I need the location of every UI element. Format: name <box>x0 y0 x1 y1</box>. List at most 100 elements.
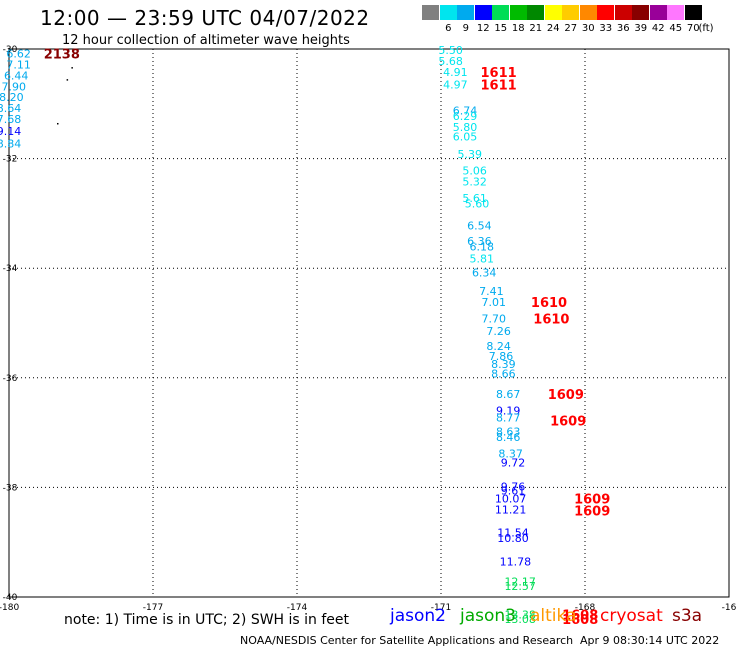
pass-time-label: 1611 <box>481 66 517 81</box>
legend-swatch <box>509 5 527 20</box>
legend-swatch <box>614 5 632 20</box>
lon-tick-label: -180 <box>0 603 19 613</box>
lat-tick-label: -32 <box>3 155 18 165</box>
legend-swatch <box>562 5 579 20</box>
wave-height-label: 6.34 <box>472 267 497 280</box>
legend-label: 9 <box>462 23 469 34</box>
pass-time-label: 1609 <box>574 492 610 507</box>
legend-label: 33 <box>599 23 613 34</box>
legend-label: 21 <box>529 23 543 34</box>
wave-height-label: 5.06 <box>462 165 487 178</box>
lat-tick-label: -38 <box>3 483 18 493</box>
wave-height-label: 6.18 <box>470 240 495 253</box>
wave-height-label: 8.67 <box>496 388 521 401</box>
wave-height-label: 7.41 <box>479 285 504 298</box>
legend-swatch <box>684 5 702 20</box>
wave-height-label: 13.08 <box>504 613 536 626</box>
legend-swatch <box>492 5 509 20</box>
wave-height-label: 8.66 <box>491 367 516 380</box>
graticule <box>9 49 729 597</box>
wave-height-label: 5.50 <box>438 44 463 57</box>
legend-swatch <box>667 5 684 20</box>
wave-height-label: 10.80 <box>497 532 529 545</box>
lon-tick-label: -16 <box>722 603 737 613</box>
wave-height-label: 8.20 <box>0 91 24 104</box>
legend-label: 24 <box>546 23 560 34</box>
wave-height-label: 8.39 <box>491 358 516 371</box>
legend-swatch <box>544 5 562 20</box>
wave-height-label: 5.60 <box>465 198 490 211</box>
wave-height-label: 6.36 <box>467 235 492 248</box>
track-dot <box>57 122 59 125</box>
latitude-labels: -30 -32 -34 -36 -38 -40 <box>3 45 18 603</box>
lon-tick-label: -174 <box>287 603 308 613</box>
legend-swatch <box>527 5 544 20</box>
wave-height-label: 12.57 <box>504 580 536 593</box>
wave-height-label: 7.70 <box>482 313 507 326</box>
wave-height-label: 7.68 <box>0 113 21 126</box>
legend-swatch <box>632 5 649 20</box>
wave-height-label: 7.11 <box>6 58 31 71</box>
wave-height-labels: 6.627.116.447.908.208.647.689.148.84 5.50… <box>0 44 536 626</box>
lat-tick-label: -36 <box>3 374 18 384</box>
legend-label: 70 <box>686 23 700 34</box>
wave-height-label: 8.63 <box>496 426 521 439</box>
wave-height-label: 8.37 <box>498 447 523 460</box>
wave-height-label: 9.19 <box>496 405 521 418</box>
legend-label: 15 <box>494 23 508 34</box>
legend-label: 45 <box>669 23 683 34</box>
wave-height-label: 12.17 <box>504 576 536 589</box>
legend-swatch <box>457 5 474 20</box>
wave-height-label: 8.77 <box>496 411 521 424</box>
pass-time-label: 2138 <box>44 47 80 62</box>
lat-tick-label: -40 <box>3 593 18 603</box>
wave-height-label: 6.05 <box>453 131 478 144</box>
footer-timestamp: Apr 9 08:30:14 UTC 2022 <box>580 634 720 647</box>
wave-height-label: 8.24 <box>486 340 511 353</box>
wave-height-label: 5.68 <box>438 55 463 68</box>
wave-height-label: 6.74 <box>453 104 478 117</box>
legend-swatch <box>474 5 492 20</box>
wave-height-label: 7.90 <box>2 80 27 93</box>
wave-height-label: 7.01 <box>482 296 507 309</box>
pass-time-label: 1609 <box>548 388 584 403</box>
legend-swatch <box>649 5 667 20</box>
track-dot <box>71 67 73 69</box>
pass-time-label: 1610 <box>531 296 567 311</box>
wave-height-label: 11.54 <box>497 526 529 539</box>
footer-credit: NOAA/NESDIS Center for Satellite Applica… <box>240 634 574 647</box>
legend-swatch <box>579 5 597 20</box>
wave-height-label: 8.64 <box>0 102 21 115</box>
longitude-labels: -180 -177 -174 -171 -168 -16 <box>0 603 737 613</box>
satellite-altika: altika <box>530 606 577 626</box>
wave-height-label: 6.54 <box>467 219 492 232</box>
wave-height-label: 9.61 <box>501 485 526 498</box>
wave-height-label: 4.91 <box>443 66 468 79</box>
wave-height-label: 7.26 <box>486 325 511 338</box>
wave-height-label: 9.72 <box>501 457 526 470</box>
pass-time-label: 1609 <box>574 504 610 519</box>
track-dot <box>66 79 69 81</box>
wave-height-label: 5.81 <box>470 252 495 265</box>
lon-tick-label: -168 <box>575 603 596 613</box>
wave-height-label: 9.14 <box>0 125 21 138</box>
pass-time-label: 1610 <box>533 313 569 328</box>
wave-height-label: 7.86 <box>489 350 514 363</box>
legend-swatch <box>422 5 439 20</box>
wave-height-label: 11.21 <box>495 503 527 516</box>
track-dots <box>57 67 73 125</box>
legend-swatch <box>597 5 614 20</box>
wave-height-label: 6.44 <box>4 69 29 82</box>
legend-label: 27 <box>564 23 578 34</box>
wave-height-label: 9.76 <box>501 480 526 493</box>
pass-time-labels: 2138161116111610161016091609160916091608… <box>44 47 611 628</box>
legend-swatch <box>439 5 457 20</box>
legend-label: 18 <box>511 23 525 34</box>
wave-height-label: 5.39 <box>458 148 483 161</box>
wave-height-label: 5.61 <box>462 192 487 205</box>
lon-tick-label: -171 <box>431 603 451 613</box>
lat-tick-label: -30 <box>3 45 18 55</box>
legend-unit: (ft) <box>698 23 714 34</box>
legend-label: 39 <box>634 23 648 34</box>
